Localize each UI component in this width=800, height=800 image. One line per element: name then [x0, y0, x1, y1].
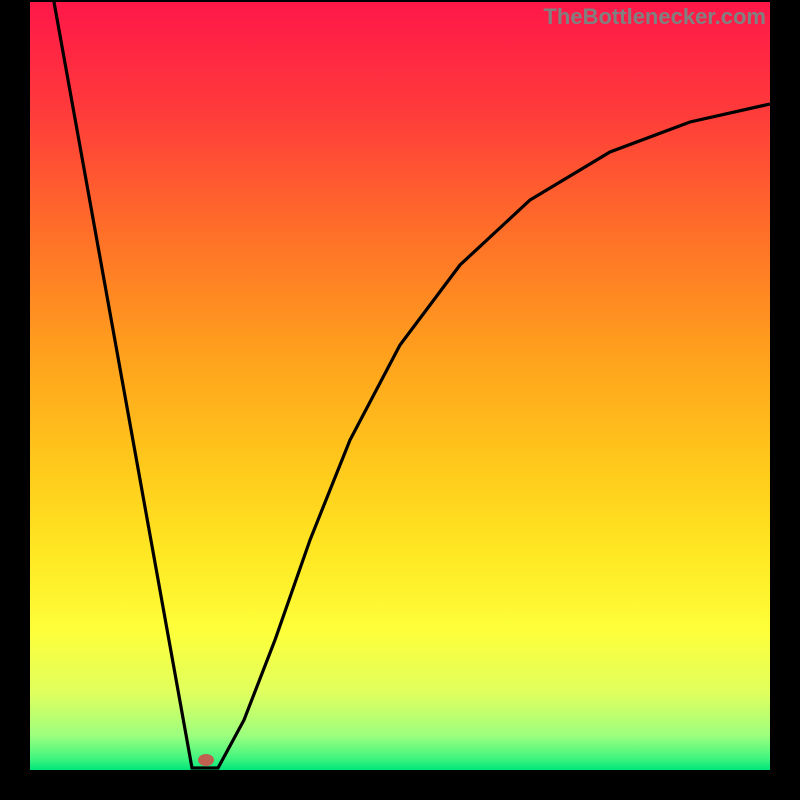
- chart-frame: TheBottlenecker.com: [0, 0, 800, 800]
- watermark-text: TheBottlenecker.com: [543, 4, 766, 30]
- bottleneck-curve: [30, 2, 770, 770]
- border-bottom: [0, 770, 800, 800]
- border-top: [0, 0, 800, 2]
- border-left: [0, 0, 30, 800]
- plot-area: [30, 2, 770, 770]
- curve-path: [54, 2, 770, 768]
- border-right: [770, 0, 800, 800]
